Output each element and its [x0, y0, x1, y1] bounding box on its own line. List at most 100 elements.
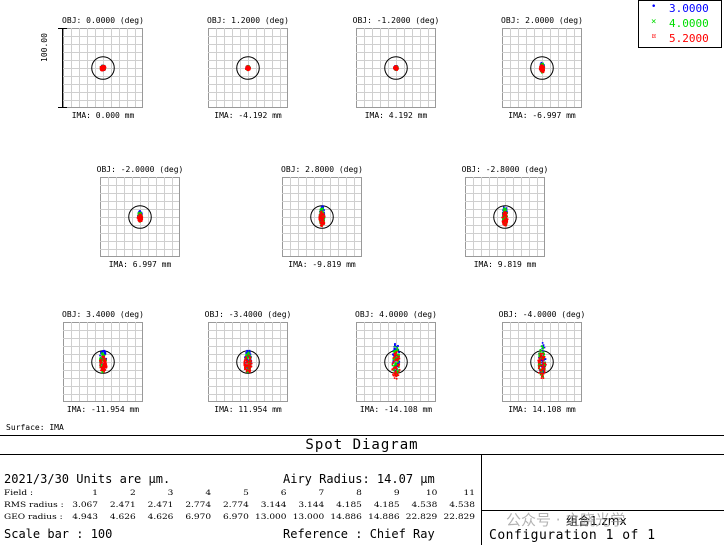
- spot-point: [99, 364, 101, 366]
- spot-point: [395, 67, 397, 69]
- spot-point: [102, 368, 105, 371]
- geo-value: 6.970: [185, 513, 212, 522]
- legend-entry-2: × 4.0000: [639, 17, 721, 31]
- spot-point: [249, 360, 251, 363]
- spot-point: [396, 369, 398, 372]
- spot-point: [543, 354, 545, 357]
- spot-point: [250, 362, 253, 365]
- airy-disc: [236, 56, 260, 80]
- spot-point: [318, 218, 321, 220]
- spot-point: [322, 219, 324, 222]
- spot-point: [247, 365, 250, 367]
- spot-point: [249, 351, 251, 353]
- spot-point: [99, 359, 101, 362]
- rms-value: 4.538: [411, 501, 438, 510]
- airy-disc: [493, 205, 517, 229]
- airy-disc: [384, 56, 408, 80]
- spot-point: [393, 356, 396, 358]
- spot-point: [539, 356, 542, 359]
- spot-point: [102, 366, 105, 369]
- spot-point: [502, 212, 504, 214]
- spot-point: [395, 348, 397, 350]
- spot-point: [323, 222, 326, 224]
- spot-point: [243, 359, 246, 361]
- spot-point: [247, 350, 250, 353]
- rms-value: 3.067: [72, 501, 98, 510]
- spot-point: [398, 357, 401, 360]
- spot-point: [101, 353, 104, 356]
- field-angle-label: OBJ: 4.0000 (deg): [355, 310, 437, 319]
- spot-point: [541, 358, 544, 361]
- spot-point: [243, 361, 246, 364]
- spot-point: [248, 354, 251, 356]
- spot-point: [394, 363, 396, 366]
- spot-point: [539, 371, 542, 373]
- spot-point: [541, 372, 543, 375]
- spot-point: [503, 219, 506, 222]
- watermark: 公众号 · 之晓光学: [506, 511, 626, 529]
- spot-point: [396, 370, 399, 373]
- spot-point: [539, 362, 541, 365]
- spot-point: [542, 364, 544, 366]
- spot-point: [544, 362, 546, 365]
- spot-plot-8: [63, 322, 143, 402]
- spot-point: [246, 364, 248, 367]
- spot-point: [319, 208, 322, 211]
- spot-point: [101, 361, 103, 364]
- spot-point: [540, 61, 543, 64]
- spot-point: [249, 66, 251, 69]
- spot-point: [398, 371, 400, 373]
- geo-value: 4.626: [147, 513, 174, 522]
- spot-point: [247, 362, 250, 364]
- spot-point: [246, 365, 249, 368]
- spot-point: [504, 223, 507, 226]
- spot-point: [541, 373, 544, 376]
- rms-value: 3.144: [260, 501, 287, 510]
- spot-point: [138, 216, 140, 218]
- spot-point: [396, 373, 399, 376]
- spot-point: [394, 344, 396, 346]
- spot-point: [502, 221, 504, 224]
- spot-point: [246, 66, 248, 69]
- spot-grid: [502, 28, 582, 108]
- field-angle-label: OBJ: 3.4000 (deg): [62, 310, 144, 319]
- field-number: 9: [393, 489, 400, 498]
- spot-point: [245, 352, 247, 354]
- rms-value: 4.538: [449, 501, 475, 510]
- spot-point: [321, 225, 323, 227]
- spot-point: [538, 363, 540, 365]
- spot-point: [539, 364, 542, 367]
- spot-point: [395, 371, 397, 374]
- geo-value: 14.886: [368, 513, 400, 522]
- spot-point: [250, 360, 253, 362]
- spot-point: [542, 62, 544, 65]
- spot-point: [101, 369, 104, 371]
- spot-point: [503, 218, 506, 221]
- spot-point: [249, 367, 251, 370]
- spot-point: [504, 216, 506, 219]
- spot-point: [542, 66, 544, 68]
- spot-point: [104, 353, 107, 355]
- spot-point: [392, 357, 395, 359]
- image-height-label: IMA: 9.819 mm: [473, 260, 537, 269]
- spot-point: [99, 358, 101, 360]
- spot-point: [104, 359, 107, 362]
- spot-point: [246, 69, 249, 72]
- spot-point: [537, 367, 540, 370]
- field-number: 7: [318, 489, 325, 498]
- spot-point: [541, 361, 543, 364]
- spot-point: [398, 351, 401, 353]
- spot-point: [395, 375, 398, 377]
- spot-point: [323, 209, 325, 211]
- spot-point: [101, 371, 104, 374]
- spot-point: [319, 214, 322, 217]
- spot-point: [543, 356, 546, 358]
- spot-point: [503, 224, 506, 226]
- spot-point: [320, 223, 322, 226]
- spot-point: [140, 212, 142, 215]
- spot-point: [541, 374, 544, 377]
- spot-point: [139, 210, 141, 212]
- spot-point: [103, 355, 105, 358]
- spot-point: [540, 365, 542, 368]
- spot-grid: [208, 28, 288, 108]
